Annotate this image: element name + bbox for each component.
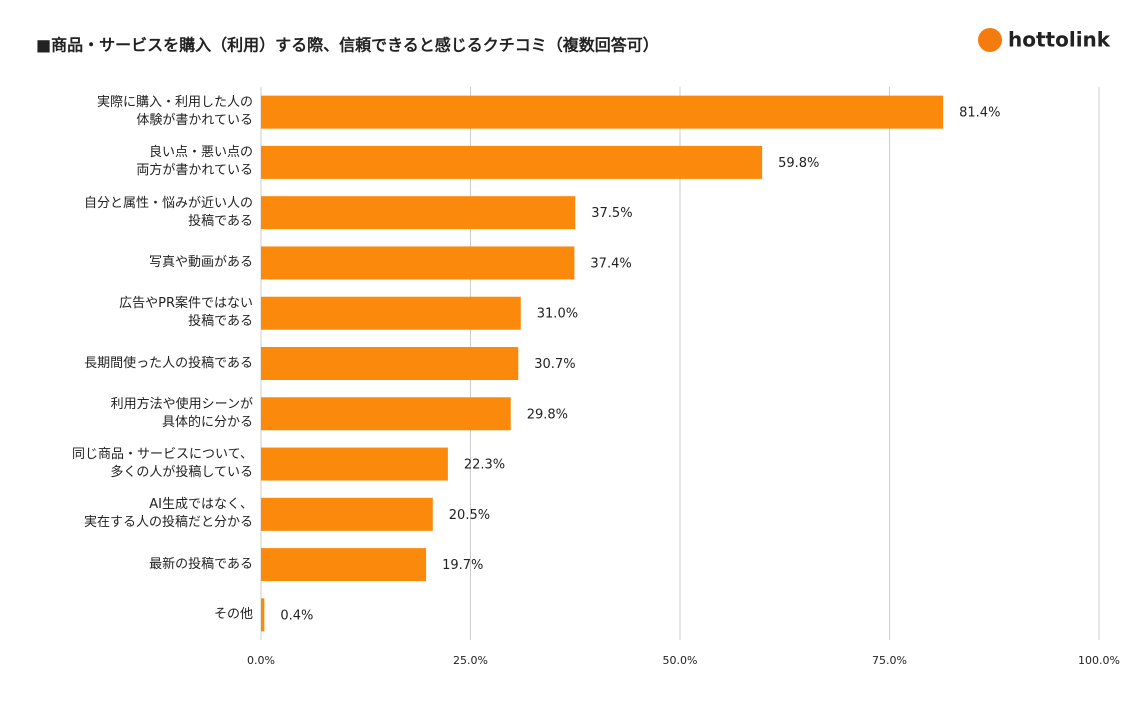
x-tick-label: 100.0% — [1078, 654, 1120, 667]
category-label: 自分と属性・悩みが近い人の 投稿である — [83, 195, 253, 229]
bar — [261, 598, 265, 632]
value-label: 59.8% — [778, 156, 819, 171]
value-label: 31.0% — [537, 307, 578, 322]
value-label: 81.4% — [959, 106, 1000, 121]
category-label: 利用方法や使用シーンが 具体的に分かる — [110, 396, 253, 430]
chart-title: ■商品・サービスを購入（利用）する際、信頼できると感じるクチコミ（複数回答可） — [36, 36, 659, 55]
bar — [261, 145, 763, 179]
category-label: 広告やPR案件ではない 投稿である — [119, 296, 253, 330]
bar — [261, 548, 427, 582]
category-label: AI生成ではなく、 実在する人の投稿だと分かる — [83, 497, 253, 531]
logo: hottolink — [1008, 28, 1111, 52]
value-label: 0.4% — [280, 608, 313, 623]
value-label: 22.3% — [464, 458, 505, 473]
category-label: 良い点・悪い点の 両方が書かれている — [136, 145, 253, 179]
value-label: 30.7% — [534, 357, 575, 372]
bar — [261, 397, 511, 431]
bar — [261, 95, 944, 129]
bar — [261, 296, 521, 330]
bar — [261, 447, 448, 481]
category-label: 写真や動画がある — [148, 254, 253, 270]
x-tick-label: 50.0% — [663, 654, 698, 667]
x-tick-label: 0.0% — [247, 654, 275, 667]
category-label: 同じ商品・サービスについて、 多くの人が投稿している — [72, 447, 253, 481]
category-label: その他 — [213, 606, 253, 622]
category-label: 最新の投稿である — [149, 556, 253, 572]
value-label: 29.8% — [527, 407, 568, 422]
bar — [261, 246, 575, 280]
bar — [261, 497, 433, 531]
value-label: 19.7% — [442, 558, 483, 573]
bar — [261, 347, 519, 380]
category-label: 長期間使った人の投稿である — [84, 355, 253, 371]
value-label: 20.5% — [449, 508, 490, 523]
logo-icon — [978, 28, 1002, 52]
category-label: 実際に購入・利用した人の 体験が書かれている — [96, 95, 253, 129]
bar — [261, 196, 576, 230]
value-label: 37.5% — [591, 206, 632, 221]
x-tick-label: 25.0% — [453, 654, 488, 667]
value-label: 37.4% — [590, 256, 631, 271]
x-tick-label: 75.0% — [872, 654, 907, 667]
